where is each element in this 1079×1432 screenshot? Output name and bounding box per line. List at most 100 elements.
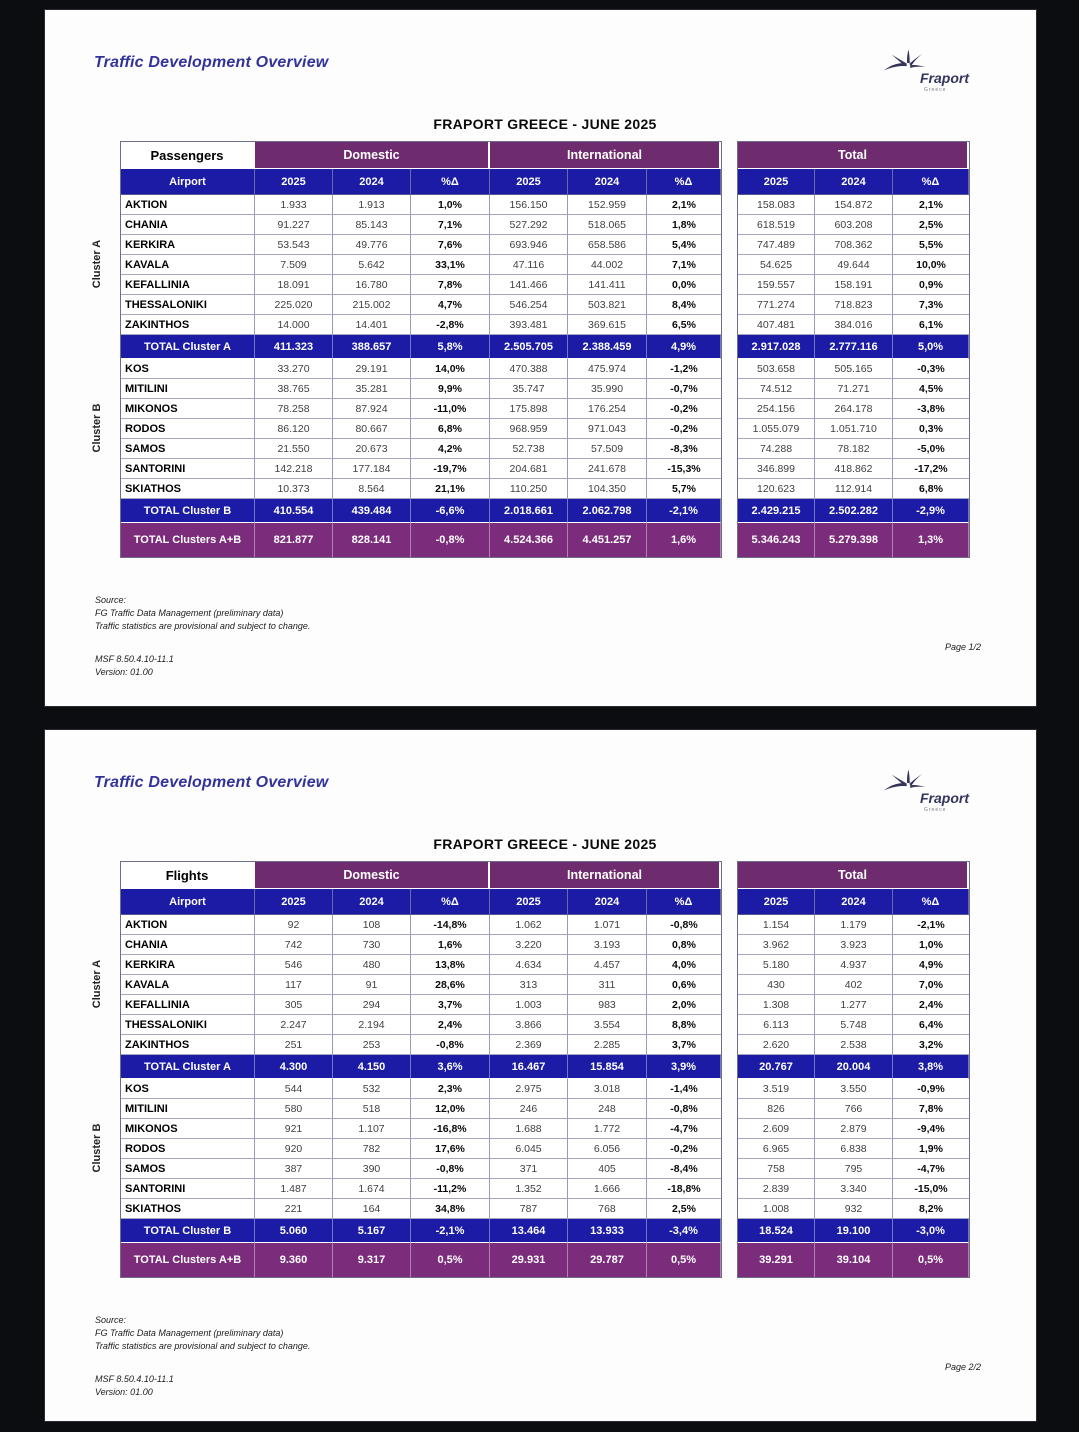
pct-delta-cell: 2,5% (647, 1199, 721, 1219)
cluster-a-label: Cluster A (91, 959, 103, 1009)
pct-delta-cell: 2,3% (411, 1079, 490, 1099)
pct-delta-cell: -0,7% (647, 379, 721, 399)
column-header-%Δ: %Δ (893, 889, 969, 915)
value-cell: 158.083 (738, 195, 815, 215)
value-cell: 248 (568, 1099, 647, 1119)
value-cell: 305 (255, 995, 333, 1015)
value-cell: 225.020 (255, 295, 333, 315)
value-cell: 618.519 (738, 215, 815, 235)
value-cell: 1.107 (333, 1119, 411, 1139)
pct-delta-cell: 5,0% (893, 335, 969, 359)
value-cell: 175.898 (490, 399, 568, 419)
value-cell: 718.823 (815, 295, 893, 315)
pct-delta-cell: 5,4% (647, 235, 721, 255)
value-cell: 20.767 (738, 1055, 815, 1079)
value-cell: 758 (738, 1159, 815, 1179)
pct-delta-cell: -8,4% (647, 1159, 721, 1179)
value-cell: 39.291 (738, 1243, 815, 1277)
value-cell: 177.184 (333, 459, 411, 479)
value-cell: 546 (255, 955, 333, 975)
value-cell: 313 (490, 975, 568, 995)
value-cell: 2.194 (333, 1015, 411, 1035)
pct-delta-cell: 5,8% (411, 335, 490, 359)
value-cell: 388.657 (333, 335, 411, 359)
value-cell: 2.917.028 (738, 335, 815, 359)
value-cell: 1.071 (568, 915, 647, 935)
page-number: Page 2/2 (944, 1362, 981, 1372)
pct-delta-cell: 8,4% (647, 295, 721, 315)
value-cell: 6.965 (738, 1139, 815, 1159)
value-cell: 828.141 (333, 523, 411, 557)
value-cell: 54.625 (738, 255, 815, 275)
value-cell: 57.509 (568, 439, 647, 459)
total-cluster-b-row-label: TOTAL Cluster B (121, 1219, 255, 1243)
value-cell: 503.658 (738, 359, 815, 379)
value-cell: 104.350 (568, 479, 647, 499)
fraport-star-icon (883, 49, 926, 71)
pct-delta-cell: -2,9% (893, 499, 969, 523)
pct-delta-cell: 7,1% (647, 255, 721, 275)
pct-delta-cell: -0,9% (893, 1079, 969, 1099)
fraport-logo: Fraport Greece (882, 766, 978, 818)
pct-delta-cell: 33,1% (411, 255, 490, 275)
value-cell: 78.182 (815, 439, 893, 459)
value-cell: 3.193 (568, 935, 647, 955)
source-label: Source: (95, 1315, 127, 1325)
airport-row-thessaloniki-label: THESSALONIKI (121, 1015, 255, 1035)
value-cell: 20.004 (815, 1055, 893, 1079)
pct-delta-cell: -5,0% (893, 439, 969, 459)
airport-row-zakinthos-label: ZAKINTHOS (121, 315, 255, 335)
fraport-logo: Fraport Greece (882, 46, 978, 98)
pct-delta-cell: 3,2% (893, 1035, 969, 1055)
value-cell: 38.765 (255, 379, 333, 399)
report-heading: FRAPORT GREECE - JUNE 2025 (433, 836, 657, 852)
pct-delta-cell: 1,0% (893, 935, 969, 955)
pct-delta-cell: -0,8% (411, 1159, 490, 1179)
value-cell: 766 (815, 1099, 893, 1119)
pct-delta-cell: -17,2% (893, 459, 969, 479)
pct-delta-cell: 9,9% (411, 379, 490, 399)
table-total-block: Total 2025 2024 %Δ 1.154 1.179 -2,1% 3.962 3.923… (737, 861, 970, 1278)
value-cell: 1.688 (490, 1119, 568, 1139)
pct-delta-cell: -0,2% (647, 419, 721, 439)
pct-delta-cell: 7,8% (411, 275, 490, 295)
value-cell: 503.821 (568, 295, 647, 315)
page-title: Traffic Development Overview (94, 54, 329, 71)
airport-column-header: Airport (121, 169, 255, 195)
source-line: Traffic statistics are provisional and s… (95, 621, 311, 631)
pct-delta-cell: 17,6% (411, 1139, 490, 1159)
value-cell: 29.931 (490, 1243, 568, 1277)
pct-delta-cell: 0,8% (647, 935, 721, 955)
value-cell: 393.481 (490, 315, 568, 335)
value-cell: 5.180 (738, 955, 815, 975)
value-cell: 2.062.798 (568, 499, 647, 523)
value-cell: 246 (490, 1099, 568, 1119)
value-cell: 39.104 (815, 1243, 893, 1277)
value-cell: 5.748 (815, 1015, 893, 1035)
airport-row-kefallinia-label: KEFALLINIA (121, 995, 255, 1015)
value-cell: 1.154 (738, 915, 815, 935)
airport-row-mitilini-label: MITILINI (121, 1099, 255, 1119)
value-cell: 158.191 (815, 275, 893, 295)
value-cell: 402 (815, 975, 893, 995)
value-cell: 2.620 (738, 1035, 815, 1055)
pct-delta-cell: 3,7% (647, 1035, 721, 1055)
value-cell: 80.667 (333, 419, 411, 439)
pct-delta-cell: 2,0% (647, 995, 721, 1015)
pct-delta-cell: 0,5% (647, 1243, 721, 1277)
value-cell: 518 (333, 1099, 411, 1119)
pct-delta-cell: 3,7% (411, 995, 490, 1015)
airport-row-thessaloniki-label: THESSALONIKI (121, 295, 255, 315)
value-cell: 2.879 (815, 1119, 893, 1139)
value-cell: 8.564 (333, 479, 411, 499)
value-cell: 311 (568, 975, 647, 995)
column-header-2025: 2025 (255, 169, 333, 195)
pct-delta-cell: -6,6% (411, 499, 490, 523)
pct-delta-cell: 3,9% (647, 1055, 721, 1079)
value-cell: 480 (333, 955, 411, 975)
airport-row-santorini-label: SANTORINI (121, 459, 255, 479)
value-cell: 387 (255, 1159, 333, 1179)
value-cell: 505.165 (815, 359, 893, 379)
group-header-domestic: Domestic (255, 862, 490, 889)
airport-row-kos-label: KOS (121, 359, 255, 379)
